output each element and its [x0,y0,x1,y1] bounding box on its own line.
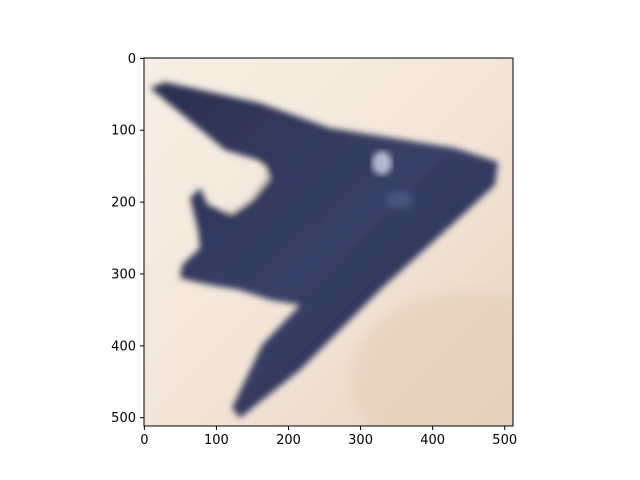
y-axis: 0 100 200 300 400 500 [111,52,144,426]
body-sheen [386,191,414,209]
x-tick-label: 200 [276,433,301,448]
y-tick-label: 400 [111,339,136,354]
x-tick-label: 500 [492,433,517,448]
aircraft-silhouette [150,82,498,418]
x-tick-label: 0 [140,433,148,448]
y-tick-label: 300 [111,267,136,282]
x-tick-label: 100 [204,433,229,448]
background-shading [350,290,513,426]
y-tick-label: 500 [111,411,136,426]
image-area [144,58,513,426]
x-axis: 0 100 200 300 400 500 [140,426,517,448]
x-tick-label: 300 [348,433,373,448]
cockpit-highlight [372,151,392,175]
y-tick-label: 200 [111,196,136,211]
y-tick-label: 0 [128,52,136,67]
x-tick-label: 400 [420,433,445,448]
axes-frame [143,57,514,427]
y-tick-label: 100 [111,124,136,139]
